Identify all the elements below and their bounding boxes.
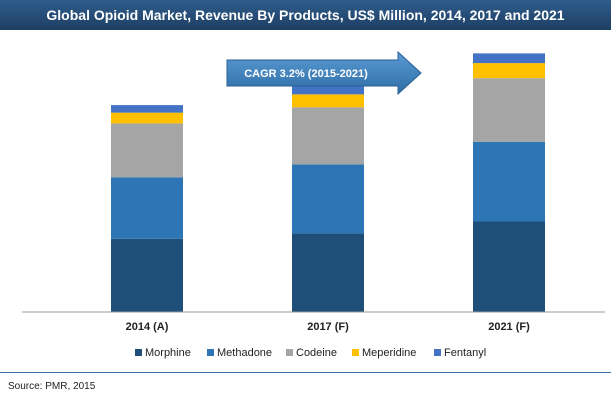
legend-label-codeine: Codeine bbox=[296, 347, 337, 359]
x-tick-label: 2021 (F) bbox=[488, 321, 530, 333]
bar-segment-methadone-1 bbox=[111, 177, 183, 239]
legend-label-fentanyl: Fentanyl bbox=[444, 347, 486, 359]
chart-title: Global Opioid Market, Revenue By Product… bbox=[0, 0, 611, 30]
bar-segment-meperidine-2 bbox=[292, 94, 364, 108]
legend: Morphine Methadone Codeine Meperidine Fentan… bbox=[135, 347, 486, 359]
bar-segment-fentanyl-3 bbox=[473, 53, 545, 64]
legend-swatch-methadone bbox=[207, 349, 214, 356]
bar-segment-fentanyl-2 bbox=[292, 85, 364, 95]
x-tick-label: 2017 (F) bbox=[307, 321, 349, 333]
bar-segment-methadone-2 bbox=[292, 164, 364, 234]
bar-segment-codeine-2 bbox=[292, 107, 364, 165]
legend-label-meperidine: Meperidine bbox=[362, 347, 416, 359]
footer-divider bbox=[0, 372, 611, 373]
bar-segment-meperidine-3 bbox=[473, 63, 545, 79]
bar-segment-methadone-3 bbox=[473, 141, 545, 222]
bar-segment-morphine-1 bbox=[111, 238, 183, 312]
chart-area: 2014 (A) 2017 (F) 2021 (F) CAGR 3.2% (2015… bbox=[22, 50, 605, 359]
bar-group bbox=[111, 53, 545, 312]
legend-swatch-codeine bbox=[286, 349, 293, 356]
x-tick-labels: 2014 (A) 2017 (F) 2021 (F) bbox=[126, 321, 531, 333]
legend-label-morphine: Morphine bbox=[145, 347, 191, 359]
source-note: Source: PMR, 2015 bbox=[8, 381, 96, 392]
bar-segment-codeine-3 bbox=[473, 78, 545, 142]
legend-swatch-fentanyl bbox=[434, 349, 441, 356]
cagr-arrow: CAGR 3.2% (2015-2021) bbox=[226, 50, 422, 96]
legend-swatch-morphine bbox=[135, 349, 142, 356]
bar-segment-fentanyl-1 bbox=[111, 105, 183, 113]
bar-segment-morphine-2 bbox=[292, 233, 364, 312]
x-tick-label: 2014 (A) bbox=[126, 321, 169, 333]
legend-swatch-meperidine bbox=[352, 349, 359, 356]
legend-label-methadone: Methadone bbox=[217, 347, 272, 359]
cagr-label: CAGR 3.2% (2015-2021) bbox=[244, 68, 368, 80]
bar-segment-morphine-3 bbox=[473, 221, 545, 312]
bar-segment-meperidine-1 bbox=[111, 112, 183, 124]
bar-segment-codeine-1 bbox=[111, 123, 183, 178]
